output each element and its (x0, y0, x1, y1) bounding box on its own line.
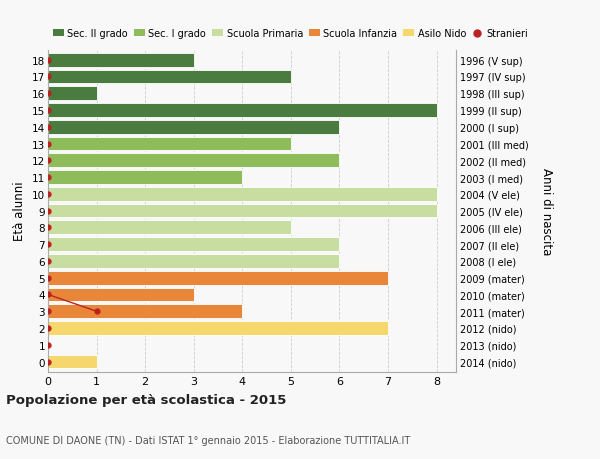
Bar (48, 70, 291, 84)
Bar (48, 204, 437, 218)
Bar (48, 121, 340, 134)
Bar (48, 305, 242, 319)
Bar (48, 137, 291, 151)
Bar (48, 321, 388, 335)
Legend: Sec. II grado, Sec. I grado, Scuola Primaria, Scuola Infanzia, Asilo Nido, Stran: Sec. II grado, Sec. I grado, Scuola Prim… (53, 29, 529, 39)
Bar (48, 54, 194, 67)
Bar (48, 87, 97, 101)
Bar (48, 288, 194, 302)
Bar (48, 221, 291, 235)
Bar (48, 271, 388, 285)
Bar (48, 238, 340, 252)
Bar (48, 188, 437, 201)
Bar (48, 154, 340, 168)
Bar (48, 104, 437, 118)
Text: Popolazione per età scolastica - 2015: Popolazione per età scolastica - 2015 (6, 393, 286, 406)
Text: COMUNE DI DAONE (TN) - Dati ISTAT 1° gennaio 2015 - Elaborazione TUTTITALIA.IT: COMUNE DI DAONE (TN) - Dati ISTAT 1° gen… (6, 435, 410, 445)
Y-axis label: Anni di nascita: Anni di nascita (540, 168, 553, 255)
Bar (48, 254, 340, 268)
Y-axis label: Età alunni: Età alunni (13, 181, 26, 241)
Bar (48, 355, 97, 369)
Bar (48, 171, 242, 185)
